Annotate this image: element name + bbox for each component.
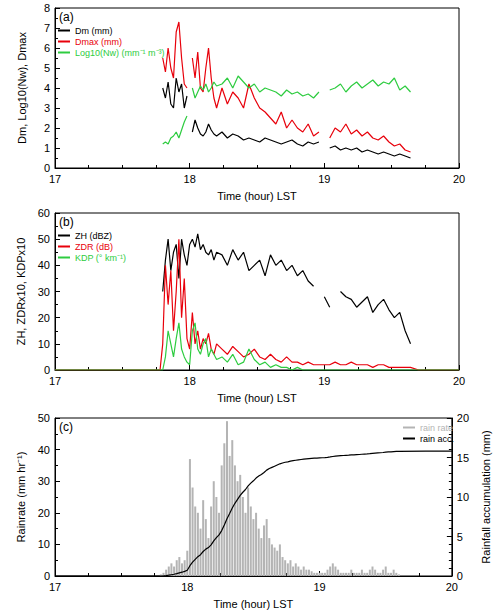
svg-text:20: 20 [446,581,458,593]
svg-text:2: 2 [44,122,50,134]
svg-text:17: 17 [49,375,61,387]
svg-text:19: 19 [318,173,330,185]
svg-text:Dmax (mm): Dmax (mm) [75,37,122,47]
svg-text:rain acc.: rain acc. [420,434,454,444]
svg-text:0: 0 [43,570,50,582]
svg-text:20: 20 [453,375,465,387]
svg-text:7: 7 [44,22,50,34]
svg-text:ZDR (dB): ZDR (dB) [75,242,113,252]
svg-text:(c): (c) [59,420,73,434]
svg-text:10: 10 [38,338,50,350]
svg-text:ZH, ZDRx10, KDPx10: ZH, ZDRx10, KDPx10 [15,238,27,346]
svg-text:30: 30 [38,475,50,487]
svg-text:17: 17 [49,173,61,185]
svg-text:0: 0 [43,162,50,174]
svg-text:19: 19 [313,581,325,593]
svg-text:Rainrate (mm hr⁻¹): Rainrate (mm hr⁻¹) [15,452,27,543]
svg-text:Log10(Nw) (mm⁻¹ m⁻³): Log10(Nw) (mm⁻¹ m⁻³) [75,48,165,58]
svg-text:ZH (dBZ): ZH (dBZ) [75,231,112,241]
svg-text:20: 20 [38,507,50,519]
svg-text:10: 10 [38,538,50,550]
svg-text:50: 50 [38,412,50,424]
svg-text:40: 40 [38,444,50,456]
svg-text:17: 17 [49,581,61,593]
svg-text:KDP (° km⁻¹): KDP (° km⁻¹) [75,253,126,263]
svg-text:Time (hour) LST: Time (hour) LST [217,190,297,202]
svg-text:Time (hour) LST: Time (hour) LST [214,598,294,610]
svg-text:40: 40 [38,259,50,271]
svg-text:20: 20 [457,412,469,424]
svg-text:0: 0 [43,364,50,376]
svg-text:30: 30 [38,286,50,298]
svg-text:Rainfall accumulation (mm): Rainfall accumulation (mm) [480,430,492,563]
svg-text:1: 1 [44,142,50,154]
svg-text:3: 3 [44,102,50,114]
svg-text:18: 18 [184,375,196,387]
svg-text:5: 5 [457,531,463,543]
svg-text:5: 5 [44,62,50,74]
svg-text:20: 20 [453,173,465,185]
svg-text:60: 60 [38,207,50,219]
svg-text:0: 0 [456,570,463,582]
svg-text:(a): (a) [59,10,74,24]
svg-text:8: 8 [44,2,50,14]
svg-text:18: 18 [181,581,193,593]
svg-text:4: 4 [44,82,50,94]
svg-text:(b): (b) [59,215,74,229]
svg-text:50: 50 [38,233,50,245]
svg-text:10: 10 [457,491,469,503]
svg-text:Dm (mm): Dm (mm) [75,26,113,36]
svg-text:Time (hour) LST: Time (hour) LST [217,392,297,404]
svg-text:18: 18 [184,173,196,185]
svg-text:19: 19 [318,375,330,387]
svg-text:Dm, Log10(Nw), Dmax: Dm, Log10(Nw), Dmax [16,32,28,144]
svg-text:15: 15 [457,452,469,464]
svg-text:rain rate: rain rate [420,423,453,433]
svg-text:20: 20 [38,312,50,324]
svg-text:6: 6 [44,42,50,54]
